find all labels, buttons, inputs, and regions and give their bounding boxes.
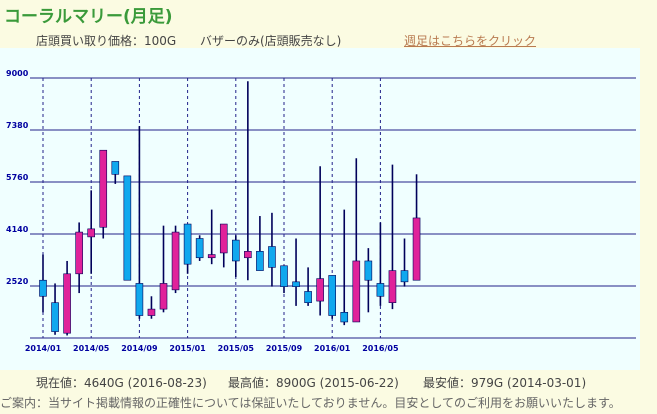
candle [195, 235, 204, 261]
candle-body [412, 217, 421, 281]
candle-body [292, 281, 300, 287]
candle [135, 126, 144, 319]
candle-body [99, 149, 108, 228]
candle-body [304, 291, 312, 303]
candle [376, 222, 385, 306]
candle-body [376, 283, 385, 297]
x-axis-ticks: 2014/01 2014/05 2014/09 2015/01 2015/05 2015/… [25, 344, 399, 353]
candle [39, 254, 47, 313]
candle [412, 174, 421, 281]
disclaimer-notice: ご案内：当サイト掲載情報の正確性については保証いたしておりません。目安としてのご… [0, 396, 621, 410]
candle [256, 216, 264, 271]
candle [304, 267, 312, 306]
candle [75, 222, 83, 294]
x-tick-label: 2014/09 [121, 344, 158, 353]
candle-body [75, 231, 83, 275]
x-tick-label: 2014/05 [73, 344, 110, 353]
candle-body [256, 251, 264, 271]
candle [147, 296, 156, 319]
page-title: コーラルマリー(月足) [4, 7, 173, 27]
candle [364, 248, 373, 313]
x-tick-label: 2015/01 [169, 344, 206, 353]
y-tick-label: 2520 [6, 277, 29, 286]
y-axis-ticks: 2520 4140 5760 7380 9000 [6, 69, 29, 286]
x-tick-label: 2015/05 [218, 344, 255, 353]
candle-body [123, 175, 132, 281]
candle [183, 223, 192, 274]
candle [87, 190, 95, 274]
y-tick-label: 5760 [6, 173, 29, 182]
candle-body [111, 161, 120, 175]
x-tick-label: 2014/01 [25, 344, 62, 353]
candle [292, 238, 300, 306]
candle-body [51, 302, 59, 332]
candle-body [207, 254, 216, 259]
candle-body [87, 228, 95, 238]
candle [280, 265, 288, 294]
candles [39, 81, 421, 336]
candle [316, 166, 324, 316]
x-tick-label: 2016/05 [362, 344, 399, 353]
candle-body [171, 231, 180, 291]
candle-body [364, 260, 373, 281]
candle-body [232, 239, 240, 262]
price-chart: 2520 4140 5760 7380 9000 2014/01 2014/05 2014/… [0, 48, 640, 370]
current-value: 現在値：4640G (2016-08-23) [36, 376, 207, 390]
candle-body [340, 312, 349, 323]
x-tick-label: 2015/09 [266, 344, 303, 353]
candle-body [147, 308, 156, 316]
candle [400, 238, 409, 287]
x-tick-label: 2016/01 [314, 344, 351, 353]
candle-body [183, 223, 192, 265]
candle-body [195, 238, 204, 259]
candle-body [328, 275, 337, 316]
candle [232, 235, 240, 278]
candle [123, 175, 132, 281]
candle-body [280, 265, 288, 287]
candle [51, 283, 59, 335]
candle [268, 212, 276, 287]
candle [340, 209, 349, 326]
candle-body [352, 260, 361, 323]
candle [207, 209, 216, 265]
candle [219, 223, 228, 268]
candle [244, 81, 252, 281]
candle-body [400, 270, 409, 283]
candle [388, 164, 397, 310]
candle-body [63, 273, 71, 334]
y-tick-label: 4140 [6, 225, 29, 234]
shop-price-label: 店頭買い取り価格：100G [36, 34, 177, 48]
highest-value: 最高値：8900G (2015-06-22) [228, 376, 399, 390]
candle-body [268, 246, 276, 268]
weekly-chart-link[interactable]: 週足はこちらをクリック [404, 34, 537, 48]
candle [352, 158, 361, 323]
candle-body [219, 223, 228, 254]
candle [171, 225, 180, 294]
bazaar-only-label: バザーのみ(店頭販売なし) [200, 34, 342, 48]
candle [111, 161, 120, 184]
y-tick-label: 7380 [6, 121, 29, 130]
candle [63, 260, 71, 336]
candle [328, 275, 337, 319]
y-tick-label: 9000 [6, 69, 29, 78]
candle-body [316, 278, 324, 302]
candle-body [244, 251, 252, 259]
candle-body [39, 279, 47, 297]
candle-body [135, 283, 144, 316]
candle [99, 149, 108, 239]
lowest-value: 最安値：979G (2014-03-01) [423, 376, 587, 390]
candle-body [388, 270, 397, 303]
candle-body [159, 283, 168, 310]
candle [159, 225, 168, 313]
